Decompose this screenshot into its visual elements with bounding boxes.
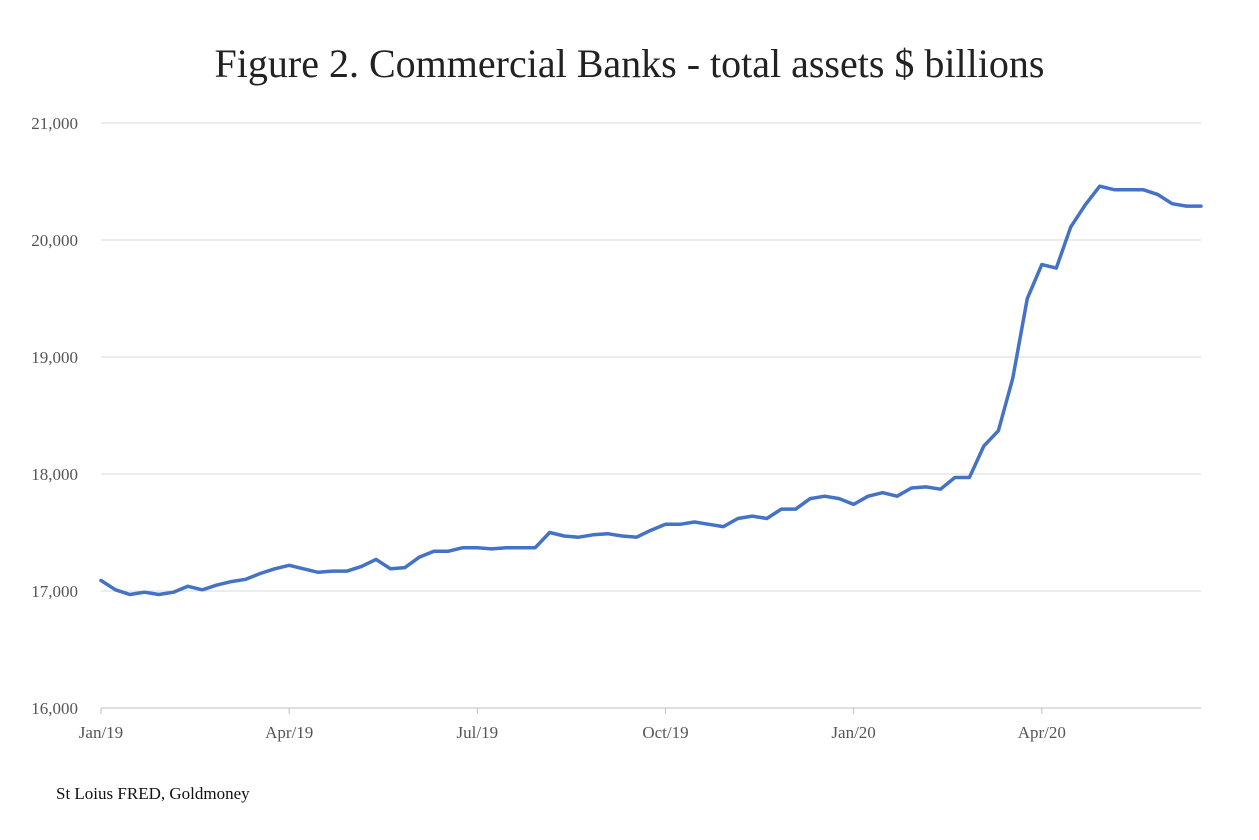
series-lines: [99, 184, 1203, 597]
x-tick-label: Jan/20: [831, 723, 875, 742]
y-tick-label: 18,000: [31, 465, 78, 484]
y-tick-label: 16,000: [31, 699, 78, 718]
y-tick-label: 17,000: [31, 582, 78, 601]
x-axis: Jan/19 Apr/19 Jul/19 Oct/19 Jan/20 Apr/20: [79, 707, 1201, 742]
y-tick-label: 19,000: [31, 348, 78, 367]
source-note: St Loius FRED, Goldmoney: [56, 784, 250, 803]
gridlines: [101, 122, 1201, 592]
y-tick-label: 20,000: [31, 231, 78, 250]
x-tick-label: Apr/19: [265, 723, 313, 742]
series-line-0: [99, 184, 1203, 597]
y-tick-label: 21,000: [31, 114, 78, 133]
x-tick-label: Oct/19: [642, 723, 688, 742]
y-axis-ticks: 16,000 17,000 18,000 19,000 20,000 21,000: [31, 114, 78, 718]
chart-title: Figure 2. Commercial Banks - total asset…: [214, 41, 1045, 86]
x-tick-label: Jan/19: [79, 723, 123, 742]
x-tick-label: Apr/20: [1018, 723, 1066, 742]
x-tick-label: Jul/19: [457, 723, 499, 742]
